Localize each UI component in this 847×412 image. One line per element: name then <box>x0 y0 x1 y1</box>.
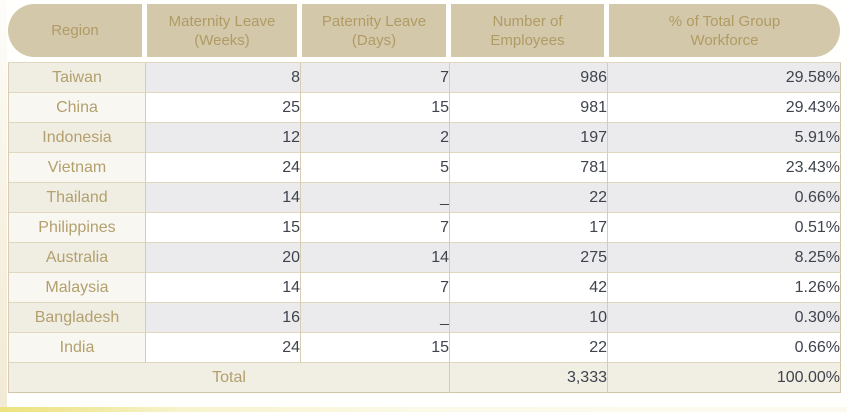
maternity-cell: 8 <box>145 62 301 93</box>
employees-cell: 22 <box>449 332 608 363</box>
region-cell: Indonesia <box>8 122 146 153</box>
region-cell: Philippines <box>8 212 146 243</box>
total-workforce-cell: 100.00% <box>607 362 841 393</box>
workforce-cell: 5.91% <box>607 122 841 153</box>
maternity-cell: 20 <box>145 242 301 273</box>
table-row-china: China 25 15 981 29.43% <box>8 92 841 123</box>
paternity-cell: 5 <box>300 152 450 183</box>
employees-cell: 197 <box>449 122 608 153</box>
maternity-cell: 25 <box>145 92 301 123</box>
column-header-paternity-leave: Paternity Leave (Days) <box>302 4 446 57</box>
paternity-cell: 7 <box>300 272 450 303</box>
column-header-number-of-employees: Number of Employees <box>451 4 604 57</box>
table-row-philippines: Philippines 15 7 17 0.51% <box>8 212 841 243</box>
paternity-cell: _ <box>300 182 450 213</box>
workforce-cell: 0.51% <box>607 212 841 243</box>
maternity-cell: 24 <box>145 332 301 363</box>
column-header-maternity-leave: Maternity Leave (Weeks) <box>147 4 297 57</box>
workforce-cell: 0.66% <box>607 332 841 363</box>
table-row-vietnam: Vietnam 24 5 781 23.43% <box>8 152 841 183</box>
region-cell: India <box>8 332 146 363</box>
maternity-cell: 15 <box>145 212 301 243</box>
region-cell: Thailand <box>8 182 146 213</box>
employees-cell: 10 <box>449 302 608 333</box>
paternity-cell: 14 <box>300 242 450 273</box>
region-cell: Bangladesh <box>8 302 146 333</box>
table-row-bangladesh: Bangladesh 16 _ 10 0.30% <box>8 302 841 333</box>
leave-statistics-table: Region Maternity Leave (Weeks) Paternity… <box>8 4 841 393</box>
workforce-cell: 23.43% <box>607 152 841 183</box>
table-row-malaysia: Malaysia 14 7 42 1.26% <box>8 272 841 303</box>
region-cell: Malaysia <box>8 272 146 303</box>
table-row-india: India 24 15 22 0.66% <box>8 332 841 363</box>
table-header-row: Region Maternity Leave (Weeks) Paternity… <box>8 4 840 57</box>
region-cell: Taiwan <box>8 62 146 93</box>
table-row-thailand: Thailand 14 _ 22 0.66% <box>8 182 841 213</box>
table-body: Taiwan 8 7 986 29.58% China 25 15 981 29… <box>8 62 841 393</box>
total-employees-cell: 3,333 <box>449 362 608 393</box>
table-row-taiwan: Taiwan 8 7 986 29.58% <box>8 62 841 93</box>
page-bottom-margin-decoration <box>0 407 847 412</box>
employees-cell: 22 <box>449 182 608 213</box>
page-left-margin-decoration <box>0 0 7 412</box>
maternity-cell: 16 <box>145 302 301 333</box>
paternity-cell: 15 <box>300 332 450 363</box>
workforce-cell: 8.25% <box>607 242 841 273</box>
maternity-cell: 14 <box>145 272 301 303</box>
total-row: Total 3,333 100.00% <box>8 362 841 393</box>
workforce-cell: 29.58% <box>607 62 841 93</box>
column-header-region: Region <box>8 4 142 57</box>
region-cell: Vietnam <box>8 152 146 183</box>
paternity-cell: 7 <box>300 212 450 243</box>
column-header-workforce-percent: % of Total Group Workforce <box>609 4 840 57</box>
table-row-australia: Australia 20 14 275 8.25% <box>8 242 841 273</box>
table-row-indonesia: Indonesia 12 2 197 5.91% <box>8 122 841 153</box>
employees-cell: 781 <box>449 152 608 183</box>
workforce-cell: 1.26% <box>607 272 841 303</box>
employees-cell: 42 <box>449 272 608 303</box>
maternity-cell: 14 <box>145 182 301 213</box>
maternity-cell: 12 <box>145 122 301 153</box>
employees-cell: 17 <box>449 212 608 243</box>
region-cell: China <box>8 92 146 123</box>
workforce-cell: 0.30% <box>607 302 841 333</box>
region-cell: Australia <box>8 242 146 273</box>
paternity-cell: 15 <box>300 92 450 123</box>
total-label-cell: Total <box>8 362 450 393</box>
maternity-cell: 24 <box>145 152 301 183</box>
employees-cell: 981 <box>449 92 608 123</box>
employees-cell: 986 <box>449 62 608 93</box>
paternity-cell: 2 <box>300 122 450 153</box>
workforce-cell: 0.66% <box>607 182 841 213</box>
paternity-cell: _ <box>300 302 450 333</box>
employees-cell: 275 <box>449 242 608 273</box>
paternity-cell: 7 <box>300 62 450 93</box>
workforce-cell: 29.43% <box>607 92 841 123</box>
